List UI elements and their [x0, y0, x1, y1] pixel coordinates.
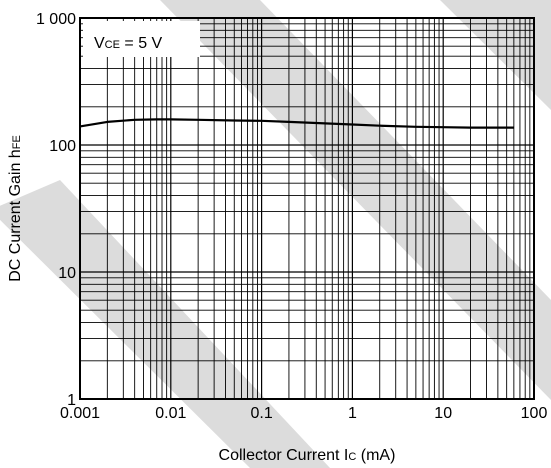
y-tick-label: 1 — [67, 392, 76, 409]
y-tick-labels: 1 10 100 1 000 — [36, 11, 76, 409]
y-axis-title: DC Current Gain hFE — [7, 135, 24, 282]
watermark-band-3 — [440, 0, 551, 110]
x-tick-label: 0.001 — [60, 405, 100, 422]
watermark-band-1 — [0, 180, 330, 468]
y-tick-label: 10 — [58, 265, 76, 282]
watermark-band-2 — [160, 0, 551, 400]
x-axis-title: Collector Current IC (mA) — [219, 447, 396, 464]
x-tick-label: 0.01 — [155, 405, 186, 422]
annotation-vce: VCE = 5 V — [94, 35, 163, 52]
x-tick-label: 1 — [348, 405, 357, 422]
grid — [80, 18, 534, 399]
series-line-1 — [79, 118, 514, 129]
series-group — [79, 118, 514, 129]
annotation-box: VCE = 5 V — [83, 21, 200, 57]
plot-frame — [79, 17, 535, 400]
y-tick-label: 100 — [49, 138, 76, 155]
x-tick-label: 0.1 — [250, 405, 272, 422]
x-tick-label: 10 — [434, 405, 452, 422]
x-tick-labels: 0.001 0.01 0.1 1 10 100 — [60, 405, 547, 422]
y-tick-label: 1 000 — [36, 11, 76, 28]
annotation-background — [83, 21, 200, 57]
x-tick-label: 100 — [521, 405, 548, 422]
